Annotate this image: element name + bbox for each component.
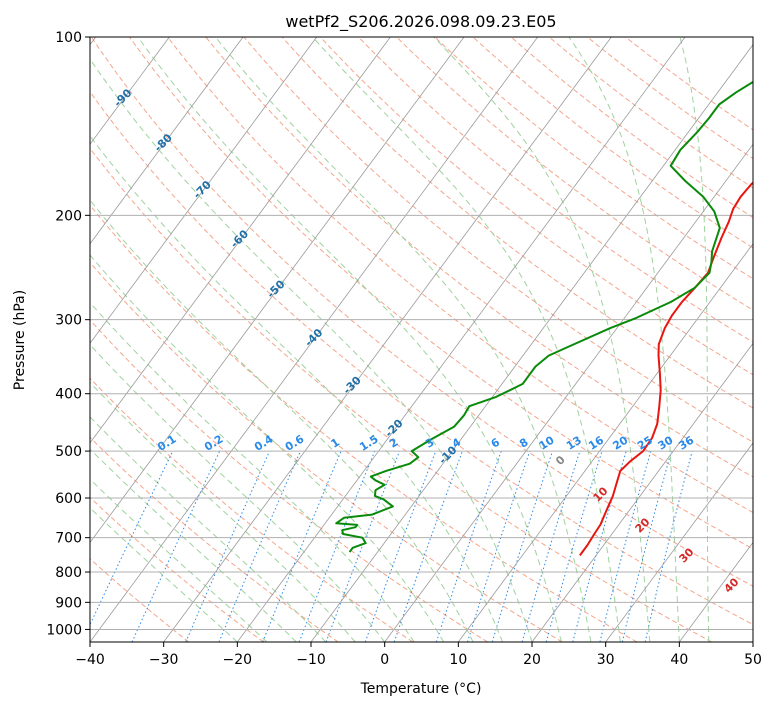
isotherm-line <box>531 342 753 642</box>
moist-adiabats <box>90 37 710 642</box>
y-axis: 100 200 300 400 500 600 700 800 900 1000 <box>46 30 90 638</box>
mixing-ratio-line <box>491 450 553 642</box>
dry-adiabat-line <box>90 558 190 642</box>
isotherms <box>90 37 753 642</box>
isotherm-line <box>310 44 753 642</box>
mixing-ratio-line <box>599 450 652 642</box>
moist-adiabat-line <box>137 37 562 642</box>
mixing-ratio-line <box>621 450 672 642</box>
sounding-series <box>335 80 753 556</box>
dry-adiabat-line <box>357 37 753 343</box>
dry-adiabat-line <box>90 37 753 587</box>
mixing-ratio-line <box>325 450 401 642</box>
x-tick-label: 30 <box>597 652 615 668</box>
plot-frame <box>89 36 754 643</box>
y-tick-label: 200 <box>55 208 82 224</box>
isotherm-line <box>90 37 539 642</box>
isotherm-line <box>163 37 612 642</box>
temperature-profile <box>579 181 753 556</box>
moist-adiabat-line <box>90 254 445 642</box>
moist-adiabat-line <box>90 381 356 642</box>
y-tick-label: 700 <box>55 531 82 547</box>
dry-adiabat-line <box>90 377 414 642</box>
dry-adiabats <box>90 37 753 642</box>
isotherm-line <box>605 442 753 642</box>
moist-adiabat-line <box>568 37 680 642</box>
dry-adiabat-line <box>90 204 638 642</box>
moist-adiabat-line <box>312 37 621 642</box>
moist-adiabat-line <box>90 343 386 642</box>
x-tick-label: 10 <box>449 652 467 668</box>
dry-adiabat-line <box>281 37 753 409</box>
moist-adiabat-line <box>90 416 327 642</box>
mixing-ratio-line <box>298 450 376 642</box>
dry-adiabat-line <box>395 37 753 311</box>
x-tick-label: 20 <box>523 652 541 668</box>
isotherm-line <box>458 243 753 642</box>
y-tick-label: 500 <box>55 444 82 460</box>
mixing-ratio-line <box>262 450 342 642</box>
x-axis: −40 −30 −20 −10 0 10 20 30 40 50 <box>75 642 762 668</box>
x-tick-label: −20 <box>223 652 253 668</box>
isotherm-line <box>90 37 318 345</box>
mixing-ratio-line <box>218 450 301 642</box>
x-tick-label: −10 <box>296 652 326 668</box>
x-tick-label: −30 <box>149 652 179 668</box>
mixing-ratio-line <box>521 450 581 642</box>
dry-adiabat-line <box>243 37 753 443</box>
dry-adiabat-line <box>90 261 563 642</box>
moist-adiabat-line <box>90 478 268 642</box>
moist-adiabat-line <box>90 448 297 642</box>
dewpoint-profile <box>335 80 753 553</box>
dry-adiabat-line <box>90 90 753 626</box>
dry-adiabat-line <box>434 37 753 280</box>
dry-adiabat-line <box>90 147 712 642</box>
moist-adiabat-line <box>433 37 651 642</box>
mixing-ratio-line <box>435 450 502 642</box>
y-tick-label: 400 <box>55 387 82 403</box>
isotherm-line <box>90 37 244 245</box>
isotherm-line <box>237 37 686 642</box>
moist-adiabat-line <box>90 301 415 642</box>
moist-adiabat-line <box>90 135 503 642</box>
y-tick-label: 1000 <box>46 622 82 638</box>
x-tick-label: −40 <box>75 652 105 668</box>
mixing-ratio-line <box>545 450 603 642</box>
y-tick-label: 600 <box>55 491 82 507</box>
x-axis-title: Temperature (°C) <box>360 681 482 697</box>
x-tick-label: 0 <box>380 652 389 668</box>
moist-adiabat-line <box>679 37 710 642</box>
x-tick-label: 50 <box>744 652 762 668</box>
chart-title: wetPf2_S206.2026.098.09.23.E05 <box>285 12 556 32</box>
mixing-ratio-line <box>467 450 531 642</box>
isotherm-line <box>90 37 465 544</box>
isotherm-line <box>384 143 753 642</box>
dry-adiabat-line <box>128 37 753 550</box>
moist-adiabat-line <box>90 507 238 642</box>
isotherm-line <box>90 37 170 145</box>
y-tick-label: 100 <box>55 30 82 46</box>
moist-adiabat-line <box>90 199 474 642</box>
y-tick-label: 300 <box>55 313 82 329</box>
x-tick-label: 40 <box>670 652 688 668</box>
pressure-gridlines <box>90 37 753 630</box>
y-axis-title: Pressure (hPa) <box>12 290 28 390</box>
mixing-ratio-lines <box>90 450 693 642</box>
y-tick-label: 900 <box>55 595 82 611</box>
isotherm-line <box>90 37 391 444</box>
y-tick-label: 800 <box>55 565 82 581</box>
moist-adiabat-line <box>90 58 533 642</box>
moist-adiabat-line <box>215 37 592 642</box>
mixing-ratio-line <box>185 450 271 642</box>
mixing-ratio-line <box>364 450 437 642</box>
